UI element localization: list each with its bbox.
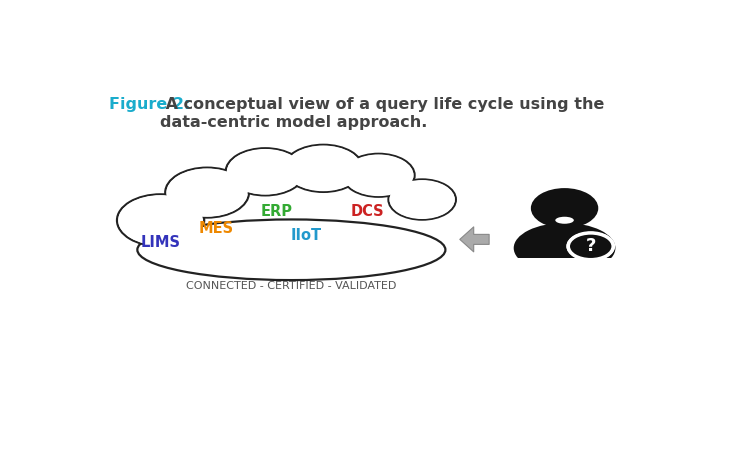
Circle shape	[343, 154, 415, 197]
Text: LIMS: LIMS	[140, 235, 181, 250]
Circle shape	[226, 148, 304, 195]
Circle shape	[118, 195, 203, 246]
Circle shape	[531, 188, 598, 228]
Text: CONNECTED - CERTIFIED - VALIDATED: CONNECTED - CERTIFIED - VALIDATED	[186, 281, 397, 291]
Circle shape	[568, 233, 614, 260]
FancyArrowPatch shape	[460, 227, 489, 252]
Circle shape	[165, 168, 249, 217]
Text: ?: ?	[586, 237, 596, 255]
Text: ERP: ERP	[261, 204, 292, 219]
Circle shape	[285, 145, 362, 191]
Circle shape	[344, 154, 413, 196]
Circle shape	[388, 180, 456, 220]
Ellipse shape	[514, 223, 616, 273]
Circle shape	[117, 194, 204, 246]
Ellipse shape	[555, 217, 574, 224]
Circle shape	[284, 145, 363, 192]
Circle shape	[166, 168, 248, 217]
FancyBboxPatch shape	[506, 257, 622, 277]
Text: Figure 2:: Figure 2:	[110, 97, 190, 112]
Circle shape	[566, 232, 615, 261]
Ellipse shape	[137, 220, 446, 280]
Text: A conceptual view of a query life cycle using the
data-centric model approach.: A conceptual view of a query life cycle …	[160, 97, 604, 130]
Ellipse shape	[140, 221, 442, 278]
Circle shape	[227, 149, 304, 195]
Text: DCS: DCS	[350, 204, 384, 219]
Circle shape	[389, 180, 454, 219]
Text: IIoT: IIoT	[290, 229, 322, 243]
Text: MES: MES	[198, 221, 233, 237]
